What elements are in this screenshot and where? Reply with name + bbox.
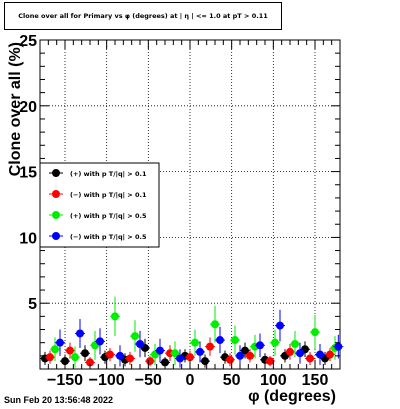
x-axis-title: φ (degrees)	[248, 388, 336, 405]
data-point	[46, 353, 54, 362]
x-tick-label: 0	[186, 372, 195, 389]
y-tick-label: 5	[28, 296, 37, 313]
legend-label: (−) with p T/|q| > 0.5	[70, 233, 147, 242]
data-point	[206, 342, 214, 351]
data-point	[111, 312, 119, 321]
data-point	[116, 351, 124, 360]
data-point	[291, 339, 299, 348]
legend-label: (+) with p T/|q| > 0.1	[70, 170, 147, 179]
data-point	[316, 350, 324, 359]
chart-title: Clone over all for Primary vs φ (degrees…	[18, 12, 268, 20]
data-point	[256, 341, 264, 350]
data-point	[236, 351, 244, 360]
data-point	[56, 338, 64, 347]
data-point	[211, 320, 219, 329]
legend-entry: (−) with p T/|q| > 0.5	[49, 232, 147, 242]
data-point	[136, 339, 144, 348]
data-point	[96, 337, 104, 346]
legend-label: (−) with p T/|q| > 0.1	[70, 191, 147, 200]
legend-entry: (+) with p T/|q| > 0.1	[49, 169, 147, 179]
data-point	[176, 354, 184, 363]
data-point	[156, 346, 164, 355]
data-point	[171, 349, 179, 358]
y-tick-label: 10	[19, 230, 37, 247]
x-tick-label: −50	[135, 372, 162, 389]
x-tick-label: −150	[47, 372, 83, 389]
data-point	[106, 350, 114, 359]
legend-entry: (−) with p T/|q| > 0.1	[49, 190, 147, 200]
data-point	[266, 357, 274, 366]
y-tick-label: 25	[19, 33, 37, 50]
x-tick-label: 50	[223, 372, 241, 389]
data-point	[286, 347, 294, 356]
data-point	[271, 338, 279, 347]
data-point	[146, 357, 154, 366]
x-tick-label: 150	[302, 372, 329, 389]
legend-marker-plus-0-5	[52, 211, 60, 219]
data-marks	[40, 296, 344, 368]
series-3	[55, 309, 344, 368]
legend: (+) with p T/|q| > 0.1 (−) with p T/|q| …	[39, 162, 160, 248]
legend-marker-minus-0-5	[52, 232, 60, 240]
data-point	[86, 358, 94, 367]
legend-box	[39, 162, 160, 248]
data-point	[276, 321, 284, 330]
data-point	[334, 342, 343, 351]
series-2	[50, 296, 340, 368]
legend-label: (+) with p T/|q| > 0.5	[70, 212, 147, 221]
data-point	[126, 354, 134, 363]
x-tick-label: −100	[89, 372, 125, 389]
data-point	[296, 349, 304, 358]
data-point	[51, 345, 59, 354]
y-tick-label: 20	[19, 99, 37, 116]
data-point	[231, 336, 239, 345]
data-point	[66, 346, 74, 355]
data-point	[161, 358, 169, 367]
data-point	[306, 354, 314, 363]
data-point	[326, 350, 334, 359]
axis-ticks: −150 −100 −50 0 50 100 150 5 10 15 20 25	[19, 33, 340, 389]
data-point	[131, 332, 139, 341]
data-point	[76, 329, 84, 338]
legend-marker-plus-0-1	[52, 169, 60, 177]
chart-title-box: Clone over all for Primary vs φ (degrees…	[4, 2, 282, 30]
data-point	[226, 355, 234, 364]
data-point	[81, 349, 89, 358]
data-point	[201, 357, 209, 366]
data-point	[246, 351, 254, 360]
x-tick-label: 100	[260, 372, 287, 389]
data-point	[196, 347, 204, 356]
y-axis-title: Clone over all (%)	[7, 42, 24, 176]
data-point	[71, 353, 79, 362]
legend-marker-minus-0-1	[52, 190, 60, 198]
data-point	[191, 338, 199, 347]
data-point	[311, 328, 319, 337]
data-point	[216, 336, 224, 345]
timestamp: Sun Feb 20 13:56:48 2022	[4, 395, 114, 405]
y-tick-label: 15	[19, 165, 37, 182]
data-point	[241, 346, 249, 355]
legend-entry: (+) with p T/|q| > 0.5	[49, 211, 147, 221]
data-point	[186, 353, 194, 362]
